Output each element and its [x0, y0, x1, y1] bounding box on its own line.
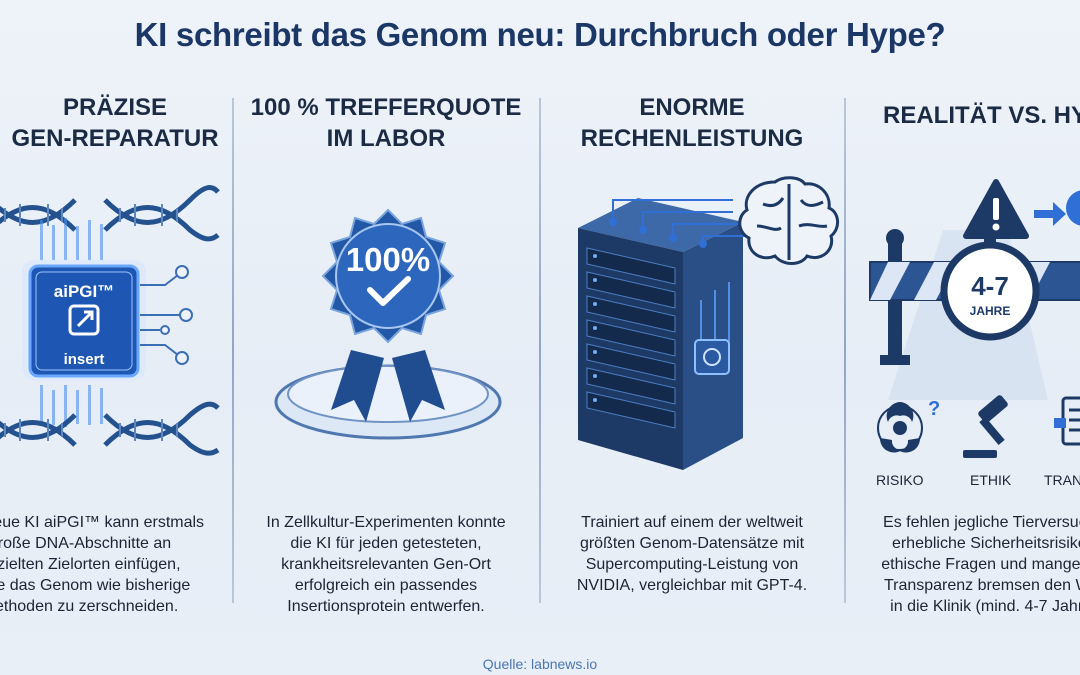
dna-chip-illustration: aiPGI™ insert: [0, 185, 220, 456]
arrow-icon: [1034, 202, 1066, 226]
chip-brand: aiPGI™: [54, 282, 114, 301]
column-description: In Zellkultur-Experimenten konnte die KI…: [236, 512, 536, 617]
ribbon: [331, 350, 445, 422]
brain-icon: [738, 176, 839, 265]
barrier-clock-illustration: 4-7 JAHRE ?: [869, 179, 1080, 458]
text-line: Supercomputing-Leistung von: [585, 556, 799, 573]
dna-helix-top-right: [103, 185, 220, 242]
column-description: Trainiert auf einem der weltweit größten…: [543, 512, 841, 596]
heading-line: REALITÄT VS. HYPE: [883, 102, 1080, 129]
column-description: Die neue KI aiPGI™ kann erstmals große D…: [0, 512, 230, 617]
column-description: Es fehlen jegliche Tierversuche, erhebli…: [848, 512, 1080, 617]
circuit-lines: [140, 265, 193, 365]
petri-badge-illustration: 100%: [274, 208, 502, 440]
text-line: Insertionsprotein entwerfen.: [287, 598, 485, 615]
text-line: erhebliche Sicherheitsrisiken,: [891, 535, 1080, 552]
badge-value: 100%: [346, 241, 430, 278]
column-heading: 100 % TREFFERQUOTE IM LABOR: [236, 92, 536, 154]
column-reality-vs-hype: REALITÄT VS. HYPE 4-7 JAHRE ?: [848, 92, 1080, 632]
text-line: größten Genom-Datensätze mit: [579, 535, 805, 552]
column-heading: PRÄZISE GEN-REPARATUR: [0, 92, 230, 154]
source-credit: Quelle: labnews.io: [482, 656, 598, 672]
text-line: ethische Fragen und mangelnde: [881, 556, 1080, 573]
biohazard-icon: ?: [877, 398, 940, 453]
insert-icon: [68, 304, 100, 336]
text-line: krankheitsrelevanten Gen-Ort: [281, 556, 491, 573]
server-brain-illustration: [578, 176, 839, 470]
column-gene-repair: PRÄZISE GEN-REPARATUR aiPGI™: [0, 92, 230, 632]
text-line: in die Klinik (mind. 4-7 Jahre).: [890, 598, 1080, 615]
column-compute: ENORME RECHENLEISTUNG: [543, 92, 841, 632]
server-rack: [578, 198, 743, 470]
dna-helix-top-left: [0, 198, 77, 232]
text-line: große DNA-Abschnitte an: [0, 535, 172, 552]
text-line: Trainiert auf einem der weltweit: [581, 514, 803, 531]
column-heading: ENORME RECHENLEISTUNG: [543, 92, 841, 154]
chip-label: insert: [64, 351, 105, 368]
heading-line: GEN-REPARATUR: [11, 125, 219, 152]
text-line: gezielten Zielorten einfügen,: [0, 556, 181, 573]
document-icon: [1054, 396, 1080, 446]
text-line: Es fehlen jegliche Tierversuche,: [883, 514, 1080, 531]
text-line: ohne das Genom wie bisherige: [0, 577, 191, 594]
gavel-icon: [963, 395, 1008, 458]
heading-line: RECHENLEISTUNG: [580, 125, 804, 152]
text-line: Die neue KI aiPGI™ kann erstmals: [0, 514, 205, 531]
clock-value: 4-7: [971, 271, 1009, 301]
column-divider: [232, 98, 234, 603]
connection-lines: [609, 199, 748, 248]
column-divider: [844, 98, 846, 603]
text-line: Methoden zu zerschneiden.: [0, 598, 179, 615]
data-stream: [40, 218, 103, 427]
checkmark-icon: [367, 276, 411, 306]
svg-text:?: ?: [928, 398, 940, 420]
text-line: die KI für jeden getesteten,: [290, 535, 482, 552]
column-heading: REALITÄT VS. HYPE: [848, 100, 1080, 131]
text-line: In Zellkultur-Experimenten konnte: [266, 514, 506, 531]
dna-helix-bottom: [0, 401, 220, 456]
page-title: KI schreibt das Genom neu: Durchbruch od…: [134, 16, 946, 53]
clock-unit: JAHRE: [970, 304, 1011, 318]
text-line: Transparenz bremsen den Weg: [883, 577, 1080, 594]
concern-label-ethics: ETHIK: [970, 472, 1012, 488]
text-line: erfolgreich ein passendes: [294, 577, 478, 594]
heading-line: 100 % TREFFERQUOTE: [250, 94, 522, 121]
text-line: NVIDIA, vergleichbar mit GPT-4.: [576, 577, 808, 594]
column-hit-rate: 100 % TREFFERQUOTE IM LABOR 100% In Zell…: [236, 92, 536, 632]
concern-label-transparency: TRANSPARENZ: [1044, 472, 1080, 488]
heading-line: PRÄZISE: [62, 94, 167, 121]
warning-icon: [963, 179, 1029, 239]
heading-line: ENORME: [639, 94, 745, 121]
question-icon: [1066, 190, 1080, 226]
column-divider: [539, 98, 541, 603]
concern-label-risk: RISIKO: [876, 472, 924, 488]
heading-line: IM LABOR: [326, 125, 446, 152]
